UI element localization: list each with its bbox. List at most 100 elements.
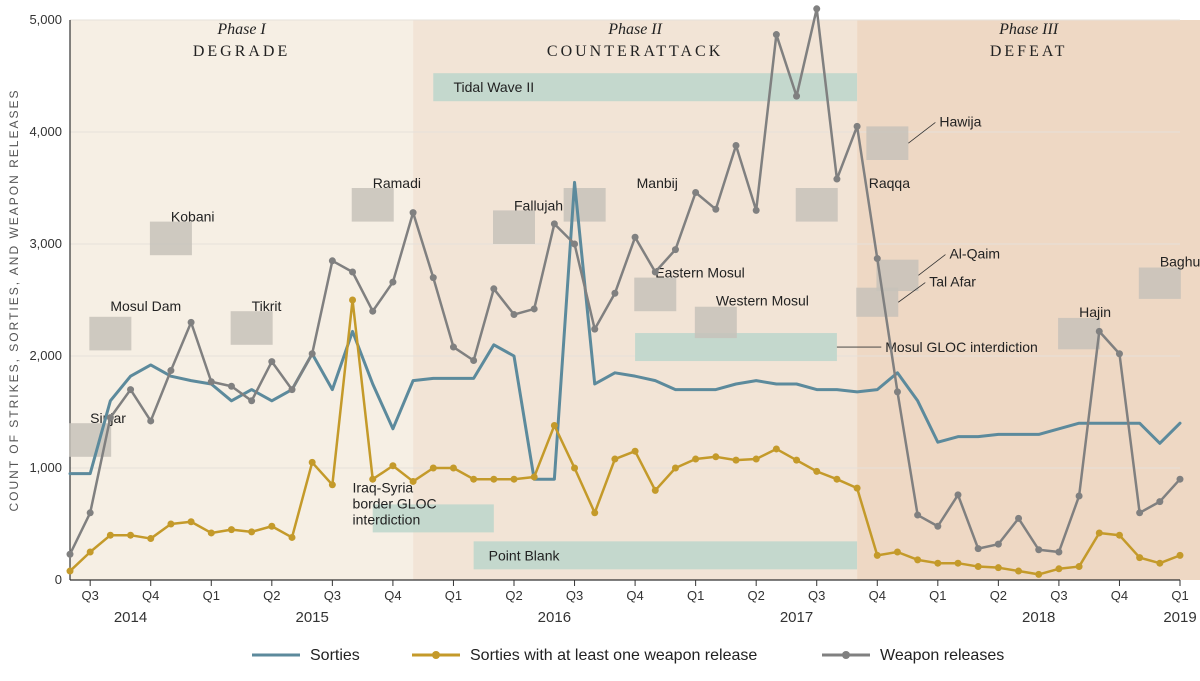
series-marker (934, 523, 941, 530)
series-marker (1177, 552, 1184, 559)
battle-marker (1139, 268, 1181, 299)
series-marker (490, 285, 497, 292)
series-marker (571, 465, 578, 472)
series-marker (793, 93, 800, 100)
series-marker (127, 532, 134, 539)
y-tick-label: 3,000 (29, 236, 62, 251)
series-marker (753, 456, 760, 463)
x-tick-label: Q1 (1171, 588, 1188, 603)
phase-label-italic: Phase III (998, 21, 1059, 38)
series-marker (268, 358, 275, 365)
series-marker (107, 414, 114, 421)
operation-label: border GLOC (353, 496, 437, 512)
battle-marker (493, 210, 535, 244)
y-tick-label: 5,000 (29, 12, 62, 27)
battle-label: Tal Afar (929, 274, 976, 290)
battle-label: Al-Qaim (949, 246, 1000, 262)
series-marker (470, 476, 477, 483)
series-marker (1096, 529, 1103, 536)
x-tick-label: Q2 (505, 588, 522, 603)
series-marker (208, 378, 215, 385)
series-marker (591, 326, 598, 333)
series-marker (1076, 493, 1083, 500)
series-marker (410, 478, 417, 485)
battle-label: Mosul Dam (110, 298, 181, 314)
x-tick-label: Q1 (445, 588, 462, 603)
series-marker (289, 534, 296, 541)
series-marker (833, 476, 840, 483)
phase-label-italic: Phase I (216, 21, 266, 38)
series-marker (450, 465, 457, 472)
y-tick-label: 1,000 (29, 460, 62, 475)
battle-label: Kobani (171, 209, 215, 225)
series-marker (1177, 476, 1184, 483)
series-marker (410, 209, 417, 216)
series-marker (773, 445, 780, 452)
x-tick-label: Q4 (626, 588, 643, 603)
series-marker (854, 485, 861, 492)
year-label: 2014 (114, 609, 147, 626)
battle-marker (856, 288, 898, 317)
series-marker (369, 308, 376, 315)
series-marker (531, 305, 538, 312)
series-marker (228, 383, 235, 390)
series-marker (591, 509, 598, 516)
year-label: 2015 (295, 609, 328, 626)
series-marker (228, 526, 235, 533)
series-marker (268, 523, 275, 530)
series-marker (67, 551, 74, 558)
series-marker (309, 350, 316, 357)
battle-marker (352, 188, 394, 222)
battle-marker (1058, 318, 1100, 349)
series-marker (793, 457, 800, 464)
series-marker (531, 473, 538, 480)
battle-label: Hawija (939, 113, 981, 129)
series-marker (894, 549, 901, 556)
series-marker (147, 535, 154, 542)
series-marker (1096, 328, 1103, 335)
y-tick-label: 0 (55, 572, 62, 587)
year-label: 2018 (1022, 609, 1055, 626)
series-marker (652, 487, 659, 494)
series-marker (611, 290, 618, 297)
legend-label: Weapon releases (880, 647, 1004, 664)
series-marker (349, 269, 356, 276)
operation-label: interdiction (353, 512, 421, 528)
series-marker (1156, 498, 1163, 505)
series-marker (87, 509, 94, 516)
x-tick-label: Q1 (929, 588, 946, 603)
series-marker (389, 279, 396, 286)
series-marker (551, 422, 558, 429)
x-tick-label: Q4 (142, 588, 159, 603)
y-tick-label: 2,000 (29, 348, 62, 363)
battle-label: Hajin (1079, 304, 1111, 320)
x-tick-label: Q1 (203, 588, 220, 603)
legend-label: Sorties with at least one weapon release (470, 647, 757, 664)
series-marker (329, 481, 336, 488)
x-tick-label: Q2 (263, 588, 280, 603)
x-tick-label: Q3 (324, 588, 341, 603)
series-marker (1116, 350, 1123, 357)
series-marker (611, 456, 618, 463)
battle-marker (876, 260, 918, 291)
series-marker (1156, 560, 1163, 567)
legend-label: Sorties (310, 647, 360, 664)
series-marker (511, 476, 518, 483)
series-marker (1055, 565, 1062, 572)
series-marker (975, 563, 982, 570)
series-marker (874, 552, 881, 559)
battle-label: Tikrit (252, 298, 282, 314)
x-tick-label: Q3 (1050, 588, 1067, 603)
battle-marker (150, 222, 192, 256)
series-marker (369, 476, 376, 483)
series-marker (672, 246, 679, 253)
series-marker (208, 529, 215, 536)
series-marker (430, 465, 437, 472)
series-marker (934, 560, 941, 567)
battle-label: Eastern Mosul (655, 265, 744, 281)
series-marker (995, 541, 1002, 548)
battle-label: Manbij (637, 175, 678, 191)
series-marker (692, 456, 699, 463)
battle-marker (231, 311, 273, 345)
series-marker (672, 465, 679, 472)
